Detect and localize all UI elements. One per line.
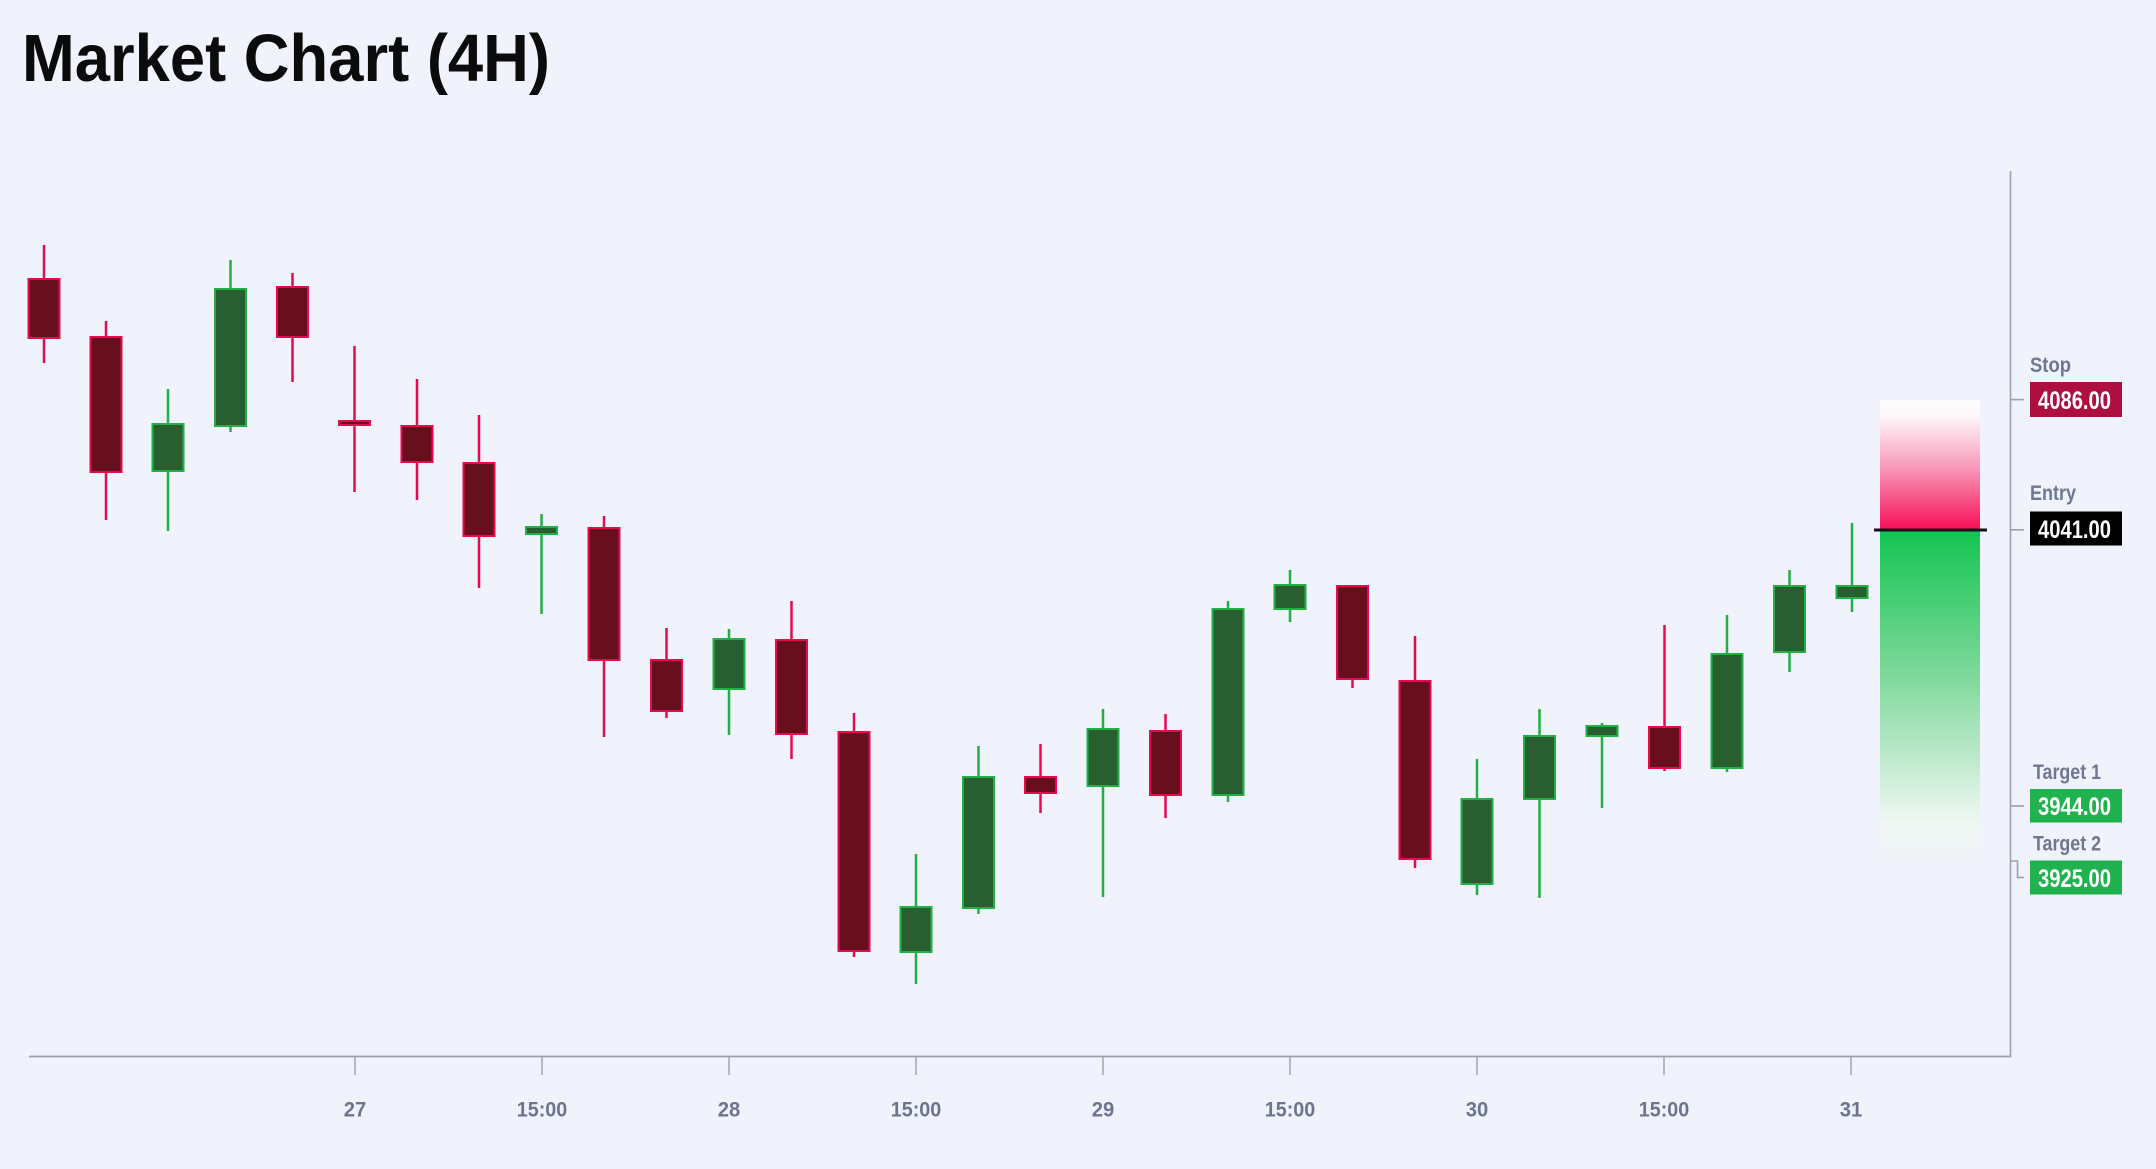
svg-text:Entry: Entry	[2030, 482, 2076, 505]
svg-text:3925.00: 3925.00	[2038, 865, 2111, 893]
svg-text:15:00: 15:00	[891, 1099, 942, 1122]
svg-text:3944.00: 3944.00	[2038, 793, 2111, 821]
svg-text:4041.00: 4041.00	[2038, 516, 2111, 544]
svg-text:Target 2: Target 2	[2033, 833, 2101, 856]
svg-text:28: 28	[718, 1099, 741, 1122]
svg-text:15:00: 15:00	[517, 1099, 568, 1122]
svg-text:31: 31	[1840, 1099, 1863, 1122]
svg-text:15:00: 15:00	[1265, 1099, 1316, 1122]
svg-text:Market Chart (4H): Market Chart (4H)	[22, 21, 550, 96]
svg-text:Target 1: Target 1	[2033, 761, 2101, 784]
svg-text:15:00: 15:00	[1639, 1099, 1690, 1122]
svg-text:27: 27	[344, 1099, 367, 1122]
svg-text:29: 29	[1092, 1099, 1115, 1122]
svg-text:4086.00: 4086.00	[2038, 387, 2111, 415]
svg-text:30: 30	[1466, 1099, 1489, 1122]
svg-text:Stop: Stop	[2030, 354, 2071, 377]
